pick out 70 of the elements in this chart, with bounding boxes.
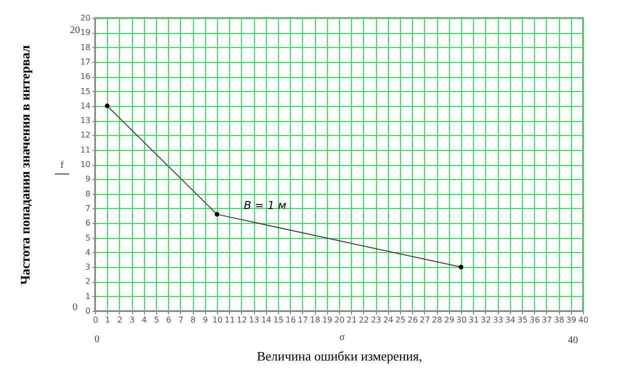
x-tick-label: 16	[286, 316, 296, 324]
x-tick-label: 35	[517, 316, 528, 324]
x-tick-label: 37	[542, 316, 552, 324]
text: 40	[568, 335, 578, 346]
y-tick-label: 10	[80, 160, 90, 169]
text: 0	[94, 334, 100, 345]
x-tick-label: 34	[505, 316, 516, 324]
y-tick-label: 8	[85, 189, 90, 198]
x-tick-label: 21	[346, 316, 357, 324]
x-tick-label: 1	[105, 316, 110, 324]
x-tick-label: 25	[395, 316, 406, 324]
x-tick-label: 26	[408, 316, 418, 324]
text: σ	[339, 332, 346, 343]
x-tick-label: 5	[154, 316, 160, 324]
y-tick-label: 5	[85, 233, 90, 242]
x-tick-label: 24	[383, 316, 394, 324]
y-tick-label: 9	[85, 174, 90, 184]
y-tick-label: 4	[85, 248, 90, 257]
x-tick-label: 15	[273, 316, 284, 324]
x-tick-label: 33	[493, 316, 504, 324]
x-tick-label: 20	[334, 316, 345, 324]
x-tick-label: 32	[480, 316, 491, 324]
text: 0	[72, 302, 78, 313]
y-tick-label: 7	[85, 204, 90, 213]
text: 20	[70, 25, 80, 36]
x-tick-label: 8	[190, 316, 196, 324]
x-tick-label: 6	[166, 316, 172, 324]
y-axis-title: Частота попадания значения в интервал	[17, 45, 32, 285]
x-tick-label: 39	[566, 316, 576, 324]
x-tick-label: 0	[92, 316, 98, 324]
y-tick-label: 1	[85, 292, 90, 301]
x-tick-label: 29	[444, 316, 454, 324]
y-tick-label: 16	[80, 72, 90, 82]
y-tick-label: 20	[80, 14, 90, 22]
y-tick-label: 0	[85, 306, 90, 316]
y-tick-label: 18	[80, 42, 90, 52]
x-tick-label: 4	[142, 316, 147, 324]
x-tick-label: 31	[468, 316, 479, 324]
y-tick-label: 2	[85, 277, 90, 286]
y-tick-label: 13	[80, 116, 90, 126]
y-tick-label: 6	[85, 218, 90, 228]
x-tick-label: 2	[117, 316, 122, 324]
y-tick-label: 15	[80, 86, 90, 96]
x-axis-title: Величина ошибки измерения,	[256, 348, 422, 364]
y-tick-label: 3	[85, 262, 90, 272]
x-tick-label: 23	[371, 316, 382, 324]
x-tick-label: 22	[358, 316, 369, 324]
x-tick-label: 38	[554, 316, 564, 324]
y-tick-label: 12	[80, 130, 90, 140]
x-tick-label: 27	[420, 316, 430, 324]
x-tick-label: 28	[432, 316, 442, 324]
x-tick-label: 3	[130, 316, 135, 324]
x-tick-label: 14	[261, 316, 272, 324]
x-tick-label: 17	[298, 316, 308, 324]
x-tick-label: 11	[224, 316, 235, 324]
y-tick-label: 19	[80, 28, 90, 38]
x-tick-label: 7	[178, 316, 184, 324]
x-tick-label: 9	[202, 316, 208, 324]
x-tick-label: 12	[236, 316, 247, 324]
x-tick-label: 30	[456, 316, 467, 324]
y-tick-label: 14	[80, 101, 90, 110]
x-tick-label: 10	[212, 316, 223, 324]
x-tick-label: 18	[310, 316, 320, 324]
x-tick-label: 19	[322, 316, 332, 324]
y-tick-label: 11	[80, 145, 90, 154]
x-tick-label: 13	[249, 316, 260, 324]
text: f	[60, 160, 64, 171]
x-tick-label: 36	[530, 316, 540, 324]
y-tick-label: 17	[80, 57, 90, 66]
x-tick-label: 40	[578, 316, 589, 324]
